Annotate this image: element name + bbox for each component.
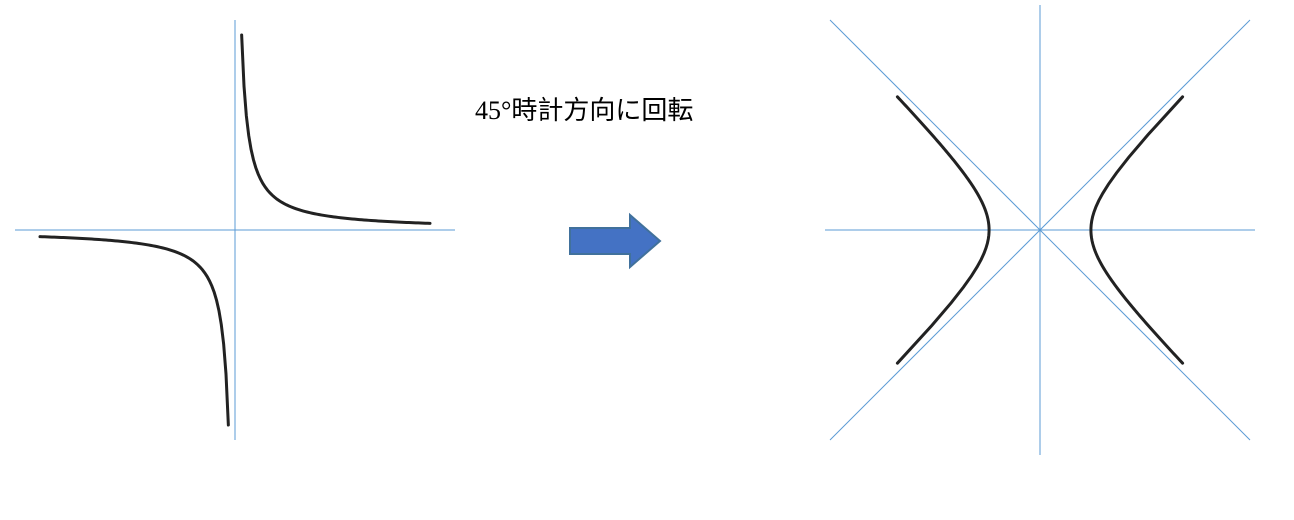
arrow-icon [570,215,660,267]
rotation-label: 45°時計方向に回転 [475,90,693,127]
left-hyperbola-branch-2 [40,237,228,425]
left-hyperbola-branch-1 [242,35,430,223]
diagram-canvas [0,0,1294,520]
